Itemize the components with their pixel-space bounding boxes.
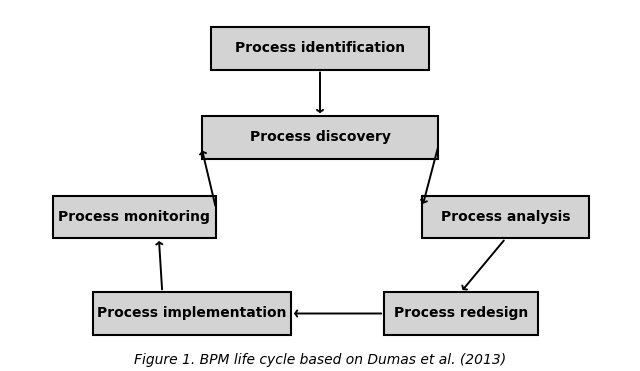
FancyBboxPatch shape [211,27,429,70]
Text: Process implementation: Process implementation [97,306,287,321]
Text: Process identification: Process identification [235,41,405,55]
FancyBboxPatch shape [93,292,291,335]
FancyBboxPatch shape [384,292,538,335]
Text: Figure 1. BPM life cycle based on Dumas et al. (2013): Figure 1. BPM life cycle based on Dumas … [134,353,506,367]
Text: Process analysis: Process analysis [441,210,570,224]
Text: Process redesign: Process redesign [394,306,528,321]
Text: Process discovery: Process discovery [250,130,390,144]
FancyBboxPatch shape [52,196,216,239]
Text: Process monitoring: Process monitoring [58,210,211,224]
FancyBboxPatch shape [422,196,589,239]
FancyBboxPatch shape [202,116,438,159]
